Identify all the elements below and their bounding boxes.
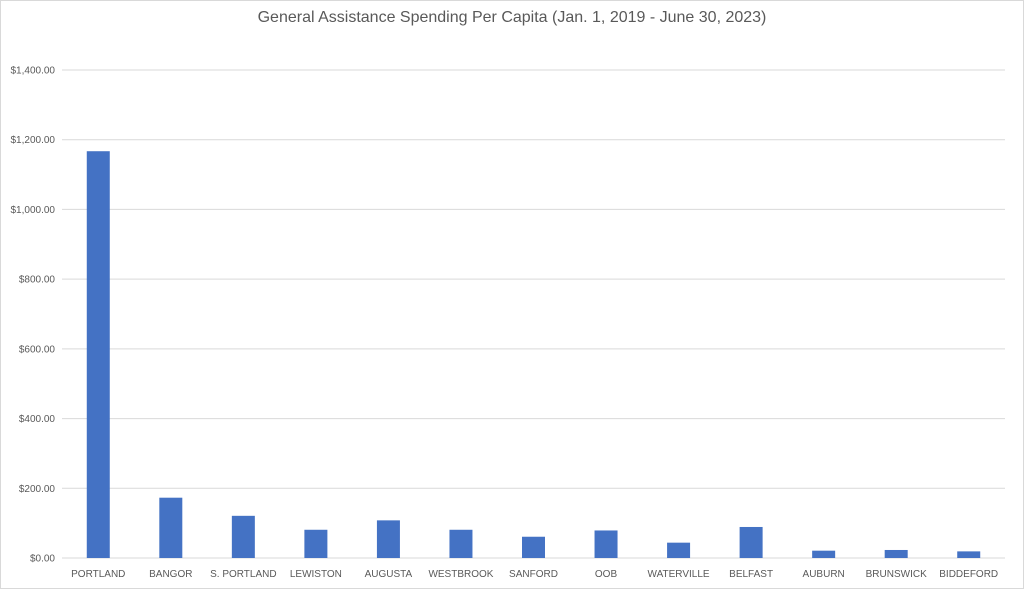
y-tick-label: $1,200.00: [11, 135, 56, 146]
x-tick-label: WATERVILLE: [648, 569, 710, 580]
bar-biddeford: [957, 551, 981, 558]
y-tick-label: $600.00: [19, 344, 56, 355]
bar-waterville: [667, 542, 691, 558]
x-tick-label: BANGOR: [149, 569, 192, 580]
bar-oob: [594, 530, 618, 558]
bar-westbrook: [449, 529, 473, 558]
bar-sanford: [522, 536, 545, 558]
x-tick-label: S. PORTLAND: [210, 569, 277, 580]
x-tick-label: BELFAST: [729, 569, 773, 580]
x-tick-label: AUBURN: [803, 569, 845, 580]
x-tick-label: BRUNSWICK: [866, 569, 927, 580]
bar-brunswick: [884, 549, 908, 558]
bar-auburn: [812, 550, 836, 558]
y-tick-label: $800.00: [19, 275, 56, 286]
y-tick-label: $1,400.00: [11, 66, 56, 77]
chart-title: General Assistance Spending Per Capita (…: [257, 9, 767, 26]
y-tick-label: $0.00: [30, 554, 55, 565]
x-tick-label: PORTLAND: [71, 569, 125, 580]
x-tick-label: SANFORD: [509, 569, 558, 580]
x-tick-label: WESTBROOK: [428, 569, 493, 580]
bar-bangor: [159, 497, 183, 558]
y-tick-label: $400.00: [19, 414, 56, 425]
bar-s-portland: [231, 515, 255, 558]
y-tick-label: $1,000.00: [11, 205, 56, 216]
x-tick-label: OOB: [595, 569, 618, 580]
x-tick-label: AUGUSTA: [365, 569, 413, 580]
bar-augusta: [376, 520, 400, 558]
x-tick-label: LEWISTON: [290, 569, 342, 580]
x-tick-label: BIDDEFORD: [939, 569, 998, 580]
y-tick-label: $200.00: [19, 484, 56, 495]
bar-portland: [86, 151, 110, 558]
bar-belfast: [739, 526, 763, 558]
bar-lewiston: [304, 529, 328, 558]
